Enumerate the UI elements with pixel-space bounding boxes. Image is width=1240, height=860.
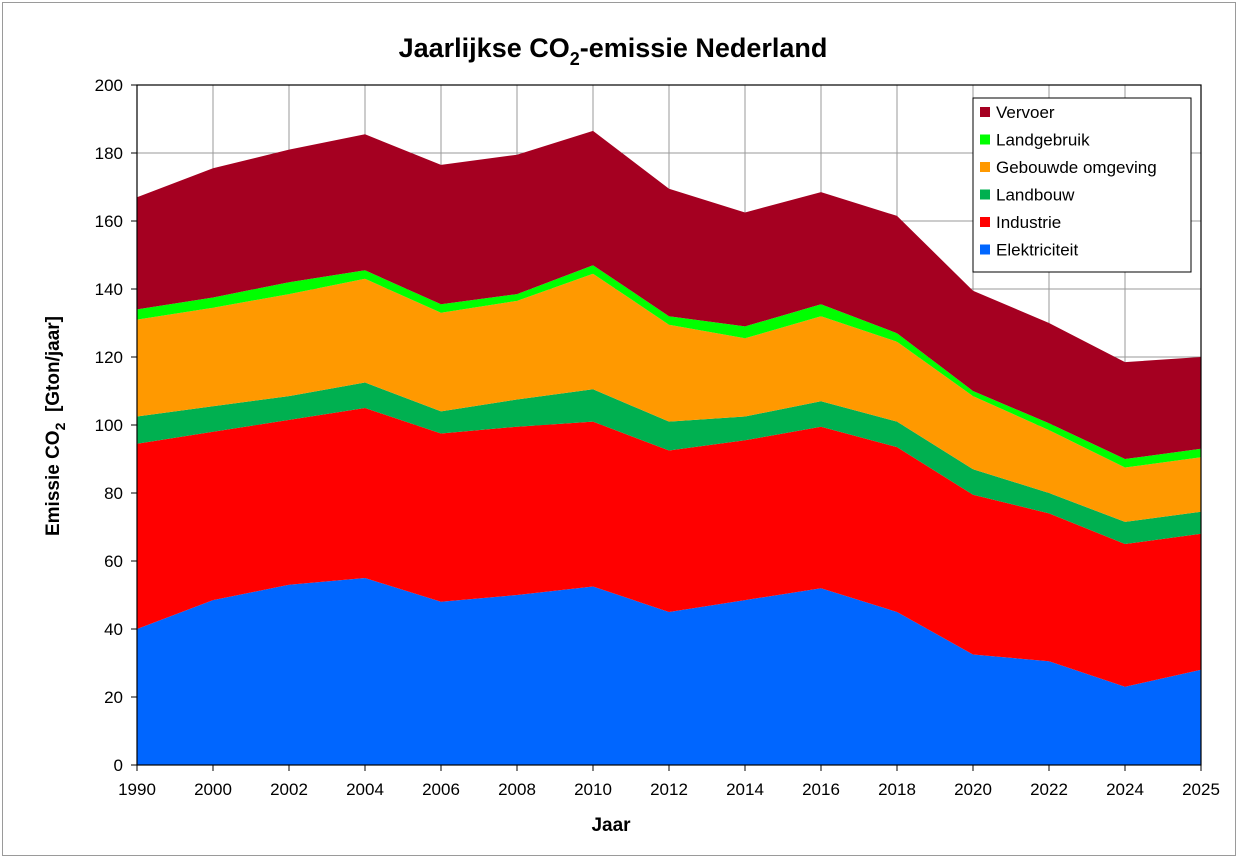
- x-tick-label: 2006: [422, 780, 460, 799]
- legend-swatch: [980, 244, 990, 255]
- area-series: [137, 130, 1201, 765]
- legend: Vervoer Landgebruik Gebouwde omgeving Landb…: [972, 97, 1192, 273]
- chart-title-main: Jaarlijkse CO: [399, 33, 570, 63]
- x-tick-label: 2014: [726, 780, 764, 799]
- x-tick-label: 2024: [1106, 780, 1144, 799]
- area-landbouw: [137, 382, 1201, 544]
- legend-swatch: [980, 217, 990, 227]
- legend-label: Vervoer: [996, 103, 1055, 122]
- x-tick-label: 2016: [802, 780, 840, 799]
- y-tick-label: 200: [95, 76, 123, 95]
- x-tick-label: 2002: [270, 780, 308, 799]
- legend-label: Industrie: [996, 213, 1061, 232]
- x-tick-label: 2022: [1030, 780, 1068, 799]
- x-tick-label: 1990: [118, 780, 156, 799]
- y-axis-title: Emissie CO2 [Gton/jaar]: [43, 316, 68, 536]
- x-tick-label: 2018: [878, 780, 916, 799]
- y-tick-label: 100: [95, 416, 123, 435]
- legend-swatch: [980, 134, 990, 145]
- y-tick-label: 60: [104, 552, 123, 571]
- x-tick-label: 2000: [194, 780, 232, 799]
- y-axis-title-subscript: 2: [52, 422, 68, 430]
- legend-label: Landbouw: [996, 186, 1075, 205]
- x-tick-label: 2012: [650, 780, 688, 799]
- y-tick-label: 80: [104, 484, 123, 503]
- area-vervoer: [137, 130, 1201, 459]
- y-axis-title-suffix: [Gton/jaar]: [43, 316, 64, 423]
- x-tick-label: 2025: [1182, 780, 1220, 799]
- area-landgebruik: [137, 265, 1201, 468]
- x-tick-label: 2020: [954, 780, 992, 799]
- legend-swatch: [980, 162, 990, 172]
- y-tick-label: 140: [95, 280, 123, 299]
- area-elektriciteit: [137, 578, 1201, 765]
- y-tick-label: 160: [95, 212, 123, 231]
- y-tick-label: 40: [104, 620, 123, 639]
- y-axis-title-main: Emissie CO: [43, 430, 64, 536]
- y-tick-label: 120: [95, 348, 123, 367]
- x-tick-label: 2010: [574, 780, 612, 799]
- legend-label: Landgebruik: [996, 131, 1090, 150]
- legend-swatch: [980, 107, 990, 117]
- legend-box: [972, 97, 1192, 273]
- legend-label: Gebouwde omgeving: [996, 158, 1157, 177]
- x-axis-title: Jaar: [591, 815, 631, 836]
- x-tick-label: 2004: [346, 780, 384, 799]
- chart-title-suffix: -emissie Nederland: [580, 33, 828, 63]
- legend-swatch: [980, 189, 990, 200]
- x-axis-ticks: 1990 2000 2002 2004 2006 2008 2010 2012 2014 2016…: [118, 765, 1220, 799]
- chart-title-subscript: 2: [570, 49, 580, 69]
- x-tick-label: 2008: [498, 780, 536, 799]
- y-tick-label: 20: [104, 688, 123, 707]
- y-axis-ticks: 0 20 40 60 80 100 120 140 160 180 200: [95, 76, 137, 775]
- area-gebouwde-omgeving: [137, 273, 1201, 522]
- stacked-area-chart: Jaarlijkse CO2-emissie Nederland 0204060…: [43, 33, 1220, 836]
- area-industrie: [137, 408, 1201, 687]
- legend-label: Elektriciteit: [996, 241, 1078, 260]
- y-tick-label: 180: [95, 144, 123, 163]
- chart-title: Jaarlijkse CO2-emissie Nederland: [399, 33, 828, 69]
- y-tick-label: 0: [114, 756, 123, 775]
